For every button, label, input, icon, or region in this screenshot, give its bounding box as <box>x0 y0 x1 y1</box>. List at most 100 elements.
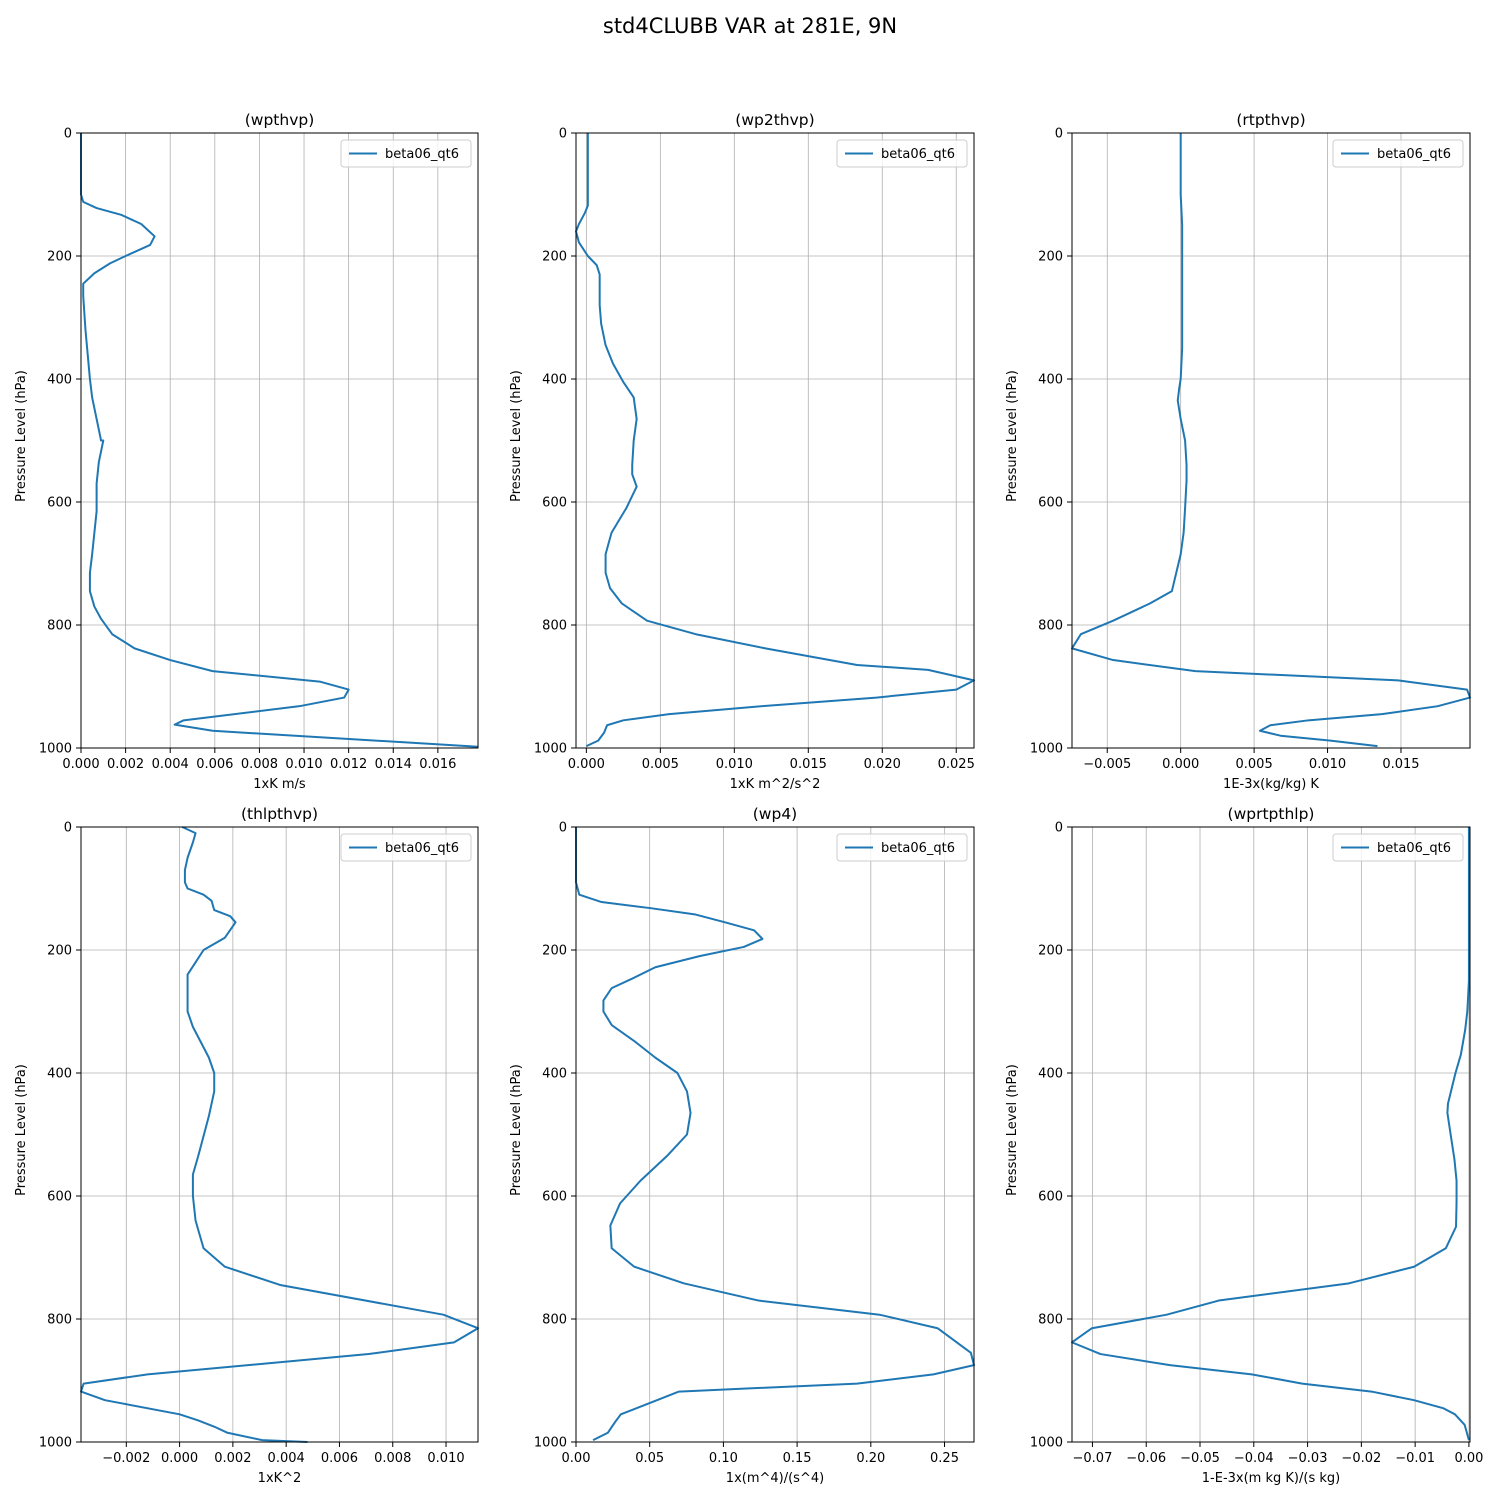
y-tick-label: 600 <box>542 1190 567 1205</box>
y-tick-label: 600 <box>542 496 567 511</box>
y-tick-label: 800 <box>542 1313 567 1328</box>
x-tick-label: 0.20 <box>856 1451 885 1466</box>
series-line-beta06_qt6 <box>1071 133 1471 748</box>
x-tick-label: 0.020 <box>864 757 901 772</box>
x-tick-label: 0.05 <box>635 1451 664 1466</box>
legend: beta06_qt6 <box>836 833 968 862</box>
x-tick-label: 0.010 <box>285 757 322 772</box>
legend-box <box>340 139 472 168</box>
x-tick-label: 0.005 <box>642 757 679 772</box>
y-tick-label: 600 <box>47 1190 72 1205</box>
legend-box <box>340 833 472 862</box>
figure-title: std4CLUBB VAR at 281E, 9N <box>602 14 898 38</box>
series-line-beta06_qt6 <box>80 133 479 748</box>
x-tick-label: 0.15 <box>783 1451 812 1466</box>
x-tick-label: −0.01 <box>1395 1451 1435 1466</box>
y-tick-label: 1000 <box>534 742 567 757</box>
x-tick-label: −0.02 <box>1341 1451 1381 1466</box>
legend-box <box>1332 833 1464 862</box>
y-tick-label: 600 <box>47 496 72 511</box>
subplot-title: (wprtpthlp) <box>1228 805 1315 823</box>
series-line-beta06_qt6 <box>80 826 479 1443</box>
x-tick-label: 0.010 <box>716 757 753 772</box>
y-axis-label: Pressure Level (hPa) <box>14 370 29 502</box>
x-tick-label: 0.010 <box>427 1451 464 1466</box>
x-tick-label: −0.06 <box>1126 1451 1166 1466</box>
legend: beta06_qt6 <box>340 833 472 862</box>
x-tick-label: −0.002 <box>102 1451 150 1466</box>
x-tick-label: 0.012 <box>330 757 367 772</box>
y-tick-label: 0 <box>64 127 72 142</box>
y-tick-label: 400 <box>47 373 72 388</box>
x-axis-label: 1xK^2 <box>258 1471 302 1486</box>
y-tick-label: 600 <box>1038 496 1063 511</box>
x-axis-label: 1xK m/s <box>253 777 306 792</box>
subplot-title: (wpthvp) <box>245 111 315 129</box>
x-tick-label: 0.000 <box>1162 757 1199 772</box>
axes-frame <box>80 826 479 1443</box>
y-tick-label: 1000 <box>39 742 72 757</box>
x-tick-label: 0.010 <box>1309 757 1346 772</box>
subplot-1: 0.000 0.002 0.004 0.006 0.008 0.010 0.012 0.014… <box>14 111 479 792</box>
legend-label: beta06_qt6 <box>1377 147 1451 162</box>
x-tick-label: −0.07 <box>1073 1451 1113 1466</box>
x-tick-label: 0.016 <box>419 757 456 772</box>
y-tick-label: 200 <box>542 250 567 265</box>
y-axis-label: Pressure Level (hPa) <box>1005 1064 1020 1196</box>
x-tick-label: 0.000 <box>568 757 605 772</box>
y-tick-label: 1000 <box>1030 742 1063 757</box>
subplot-6: −0.07 −0.06 −0.05 −0.04 −0.03 −0.02 −0.01 0.00 0… <box>1005 805 1483 1486</box>
legend: beta06_qt6 <box>1332 139 1464 168</box>
x-tick-label: 0.005 <box>1236 757 1273 772</box>
legend: beta06_qt6 <box>1332 833 1464 862</box>
x-tick-label: 0.000 <box>161 1451 198 1466</box>
y-tick-label: 600 <box>1038 1190 1063 1205</box>
y-axis-label: Pressure Level (hPa) <box>509 370 524 502</box>
legend-label: beta06_qt6 <box>385 147 459 162</box>
x-axis-label: 1x(m^4)/(s^4) <box>726 1471 824 1486</box>
x-tick-label: 0.014 <box>375 757 412 772</box>
x-tick-label: −0.03 <box>1288 1451 1328 1466</box>
x-tick-label: 0.006 <box>321 1451 358 1466</box>
legend-box <box>1332 139 1464 168</box>
x-tick-label: 0.002 <box>214 1451 251 1466</box>
subplot-2: 0.000 0.005 0.010 0.015 0.020 0.025 0 200 400 600… <box>509 111 975 792</box>
axes-frame <box>1071 826 1471 1443</box>
y-tick-label: 800 <box>47 619 72 634</box>
y-tick-label: 200 <box>1038 250 1063 265</box>
x-tick-label: 0.015 <box>1382 757 1419 772</box>
series-line-beta06_qt6 <box>575 133 975 748</box>
y-tick-label: 400 <box>47 1067 72 1082</box>
y-tick-label: 200 <box>1038 944 1063 959</box>
legend: beta06_qt6 <box>340 139 472 168</box>
subplot-title: (thlpthvp) <box>241 805 318 823</box>
y-tick-label: 200 <box>47 250 72 265</box>
x-tick-label: 0.000 <box>62 757 99 772</box>
y-tick-label: 0 <box>1055 127 1063 142</box>
y-tick-label: 0 <box>1055 821 1063 836</box>
y-tick-label: 0 <box>559 821 567 836</box>
x-axis-label: 1xK m^2/s^2 <box>730 777 821 792</box>
y-tick-label: 1000 <box>534 1436 567 1451</box>
x-tick-label: 0.00 <box>562 1451 591 1466</box>
legend-box <box>836 833 968 862</box>
y-axis-label: Pressure Level (hPa) <box>509 1064 524 1196</box>
x-tick-label: 0.008 <box>241 757 278 772</box>
x-tick-label: 0.004 <box>152 757 189 772</box>
legend-label: beta06_qt6 <box>1377 841 1451 856</box>
x-axis-label: 1-E-3x(m kg K)/(s kg) <box>1202 1471 1340 1486</box>
subplot-title: (rtpthvp) <box>1236 111 1305 129</box>
y-tick-label: 800 <box>47 1313 72 1328</box>
y-tick-label: 200 <box>47 944 72 959</box>
y-axis-label: Pressure Level (hPa) <box>14 1064 29 1196</box>
x-tick-label: 0.008 <box>374 1451 411 1466</box>
axes-frame <box>80 132 479 749</box>
y-tick-label: 400 <box>542 373 567 388</box>
series-line-beta06_qt6 <box>575 827 975 1442</box>
x-tick-label: 0.006 <box>196 757 233 772</box>
subplot-4: −0.002 0.000 0.002 0.004 0.006 0.008 0.010 0 200… <box>14 805 479 1486</box>
y-axis-label: Pressure Level (hPa) <box>1005 370 1020 502</box>
y-tick-label: 800 <box>1038 1313 1063 1328</box>
y-tick-label: 400 <box>542 1067 567 1082</box>
